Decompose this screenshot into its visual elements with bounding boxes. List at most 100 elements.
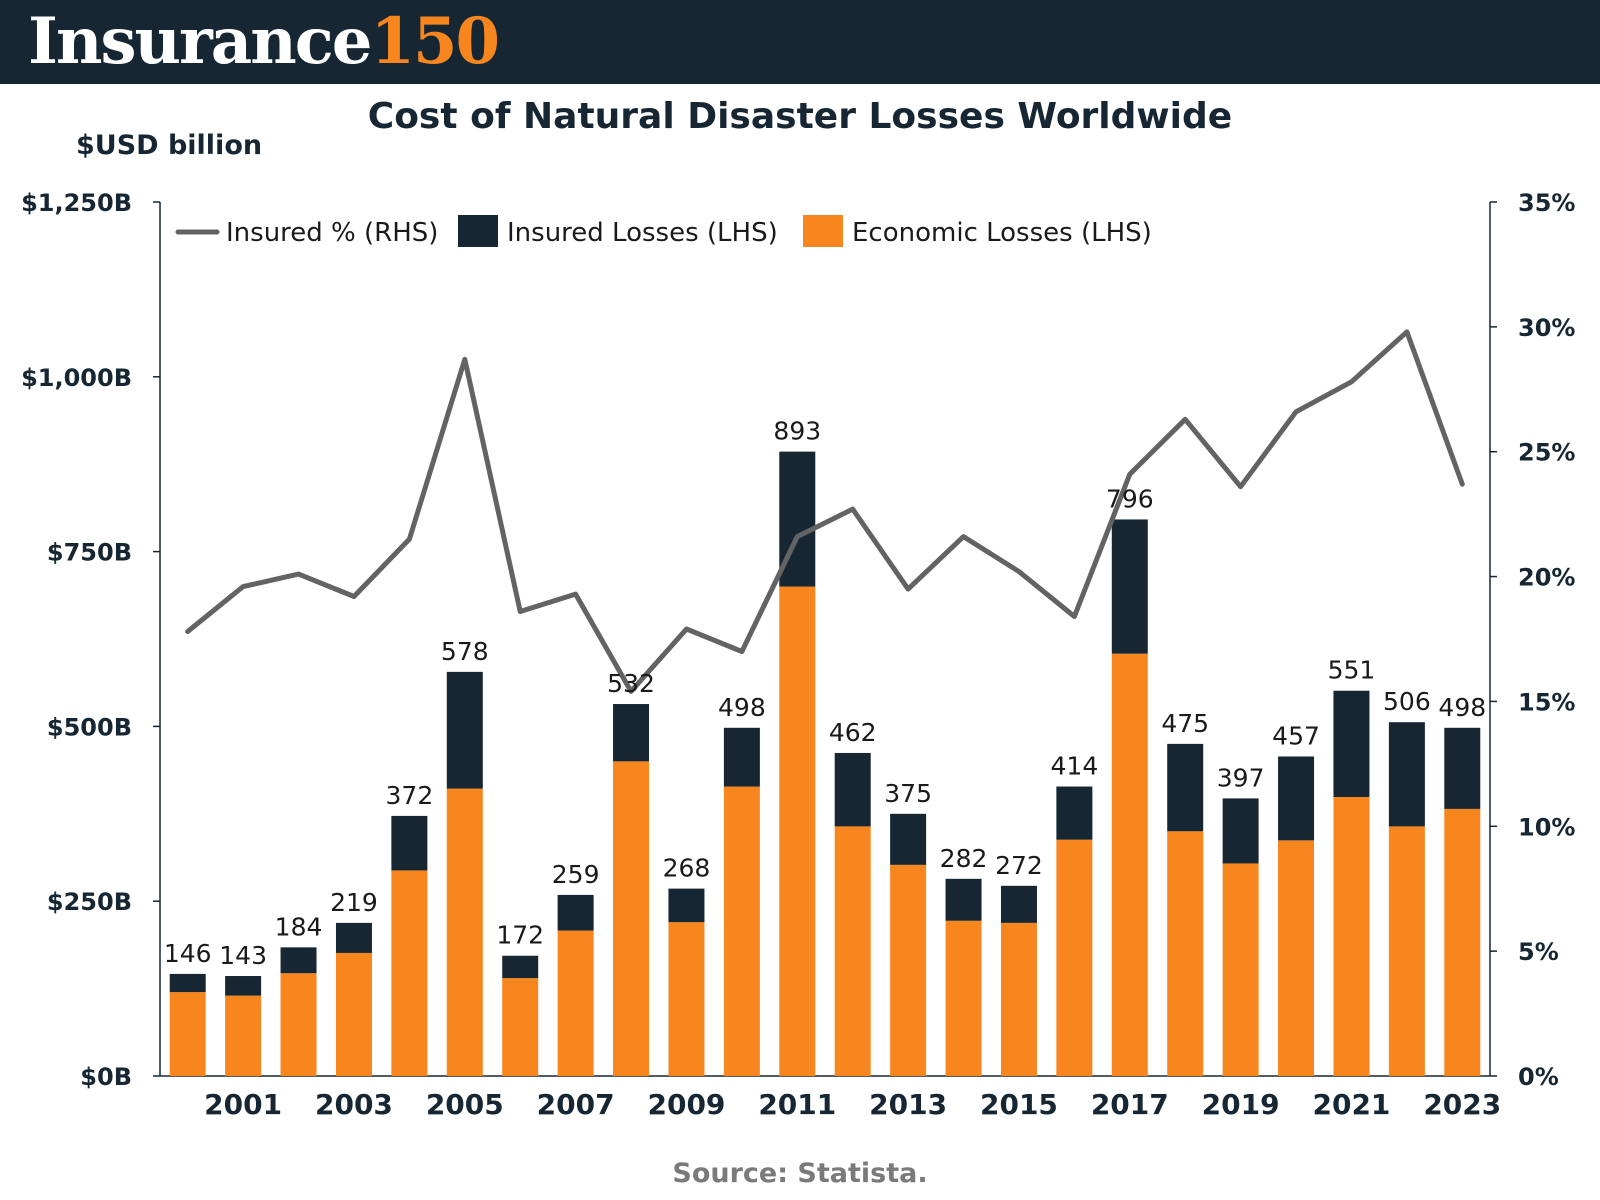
economic-loss-bar [446,788,483,1076]
x-tick-label: 2015 [980,1088,1058,1121]
legend-label-insured-percent: Insured % (RHS) [226,218,438,248]
insured-loss-bar [834,752,871,827]
insured-loss-bar [225,976,262,996]
bar-total-label: 272 [995,851,1043,880]
chart-title: Cost of Natural Disaster Losses Worldwid… [367,96,1233,137]
bar-total-label: 498 [1438,693,1486,722]
left-y-tick-label: $500B [47,713,132,741]
bar-total-label: 184 [275,912,323,941]
bar-total-label: 498 [718,693,766,722]
x-tick-label: 2013 [869,1088,947,1121]
economic-loss-bar [391,870,428,1076]
economic-loss-bar [834,826,871,1076]
bar-total-label: 506 [1383,687,1431,716]
economic-loss-bar [613,761,650,1076]
insured-loss-bar [668,888,705,923]
brand-logo-number: 150 [370,4,500,79]
economic-loss-bar [1388,826,1425,1076]
economic-loss-bar [1111,653,1148,1076]
insured-percent-line [185,329,1465,694]
economic-loss-bar [1222,863,1259,1076]
insured-loss-bar [1388,722,1425,827]
right-y-tick-label: 25% [1518,439,1575,467]
bar-total-label: 259 [552,860,600,889]
insured-loss-bar [391,815,428,871]
bar-total-label: 414 [1051,752,1099,781]
insured-loss-bar [169,973,206,993]
left-y-tick-label: $250B [47,888,132,916]
legend-label-economic-losses: Economic Losses (LHS) [852,218,1152,248]
bar-total-label: 532 [607,669,655,698]
bar-total-label: 172 [496,921,544,950]
right-y-tick-label: 20% [1518,564,1575,592]
insured-loss-bar [1333,690,1370,798]
brand-bar: Insurance150 [0,0,1600,84]
bar-total-label: 375 [884,779,932,808]
x-tick-label: 2005 [426,1088,504,1121]
insured-loss-bar [280,947,317,974]
x-tick-label: 2019 [1202,1088,1280,1121]
economic-loss-bar [890,864,927,1076]
economic-loss-bar [668,922,705,1076]
insured-loss-bar [1444,727,1481,809]
x-tick-label: 2011 [758,1088,836,1121]
bar-total-label: 143 [219,941,267,970]
legend-swatch-economic [803,215,843,247]
bar-total-label: 268 [663,854,711,883]
economic-loss-bar [280,973,317,1076]
bar-total-label: 551 [1328,656,1376,685]
bar-total-label: 578 [441,637,489,666]
economic-loss-bar [225,995,262,1076]
right-y-tick-label: 5% [1518,938,1559,966]
bar-total-label: 146 [164,939,212,968]
x-tick-label: 2017 [1091,1088,1169,1121]
bar-total-label: 475 [1161,709,1209,738]
economic-loss-bar [1056,839,1093,1076]
bar-total-label: 372 [386,781,434,810]
source-note: Source: Statista. [672,1158,928,1189]
economic-loss-bar [1000,922,1037,1076]
economic-loss-bar [1444,808,1481,1076]
insured-loss-bar [557,894,594,931]
x-tick-label: 2009 [647,1088,725,1121]
insured-loss-bar [446,671,483,789]
right-y-tick-label: 30% [1518,314,1575,342]
x-tick-label: 2007 [537,1088,615,1121]
left-y-tick-label: $1,250B [21,189,132,217]
economic-loss-bar [779,586,816,1076]
insured-loss-bar [1056,786,1093,840]
insured-loss-bar [1167,743,1204,832]
right-y-tick-label: 10% [1518,813,1575,841]
insured-loss-bar [723,727,760,787]
left-y-tick-label: $750B [47,539,132,567]
bar-total-label: 397 [1217,763,1265,792]
y-axis-unit-label: $USD billion [76,130,263,161]
bar-total-label: 282 [940,844,988,873]
right-y-tick-label: 15% [1518,688,1575,716]
insured-loss-bar [1278,756,1315,841]
insured-loss-bar [1000,885,1037,923]
bar-total-label: 893 [773,417,821,446]
insured-loss-bar [613,704,650,762]
right-y-tick-label: 35% [1518,189,1575,217]
right-y-tick-label: 0% [1518,1063,1559,1091]
economic-loss-bar [1167,831,1204,1076]
insured-loss-bar [1222,798,1259,864]
economic-loss-bar [502,978,539,1076]
insured-loss-bar [890,813,927,865]
x-tick-label: 2021 [1312,1088,1390,1121]
economic-loss-bar [1278,840,1315,1076]
brand-logo-text: Insurance [28,4,372,79]
economic-loss-bar [335,952,372,1076]
insured-loss-bar [335,922,372,953]
left-y-tick-label: $0B [80,1063,132,1091]
insured-loss-bar [502,955,539,979]
insured-loss-bar [945,878,982,921]
economic-loss-bar [557,930,594,1076]
economic-loss-bar [169,992,206,1076]
bar-total-label: 796 [1106,484,1154,513]
economic-loss-bar [945,920,982,1076]
x-tick-label: 2003 [315,1088,393,1121]
legend-swatch-insured [458,215,498,247]
